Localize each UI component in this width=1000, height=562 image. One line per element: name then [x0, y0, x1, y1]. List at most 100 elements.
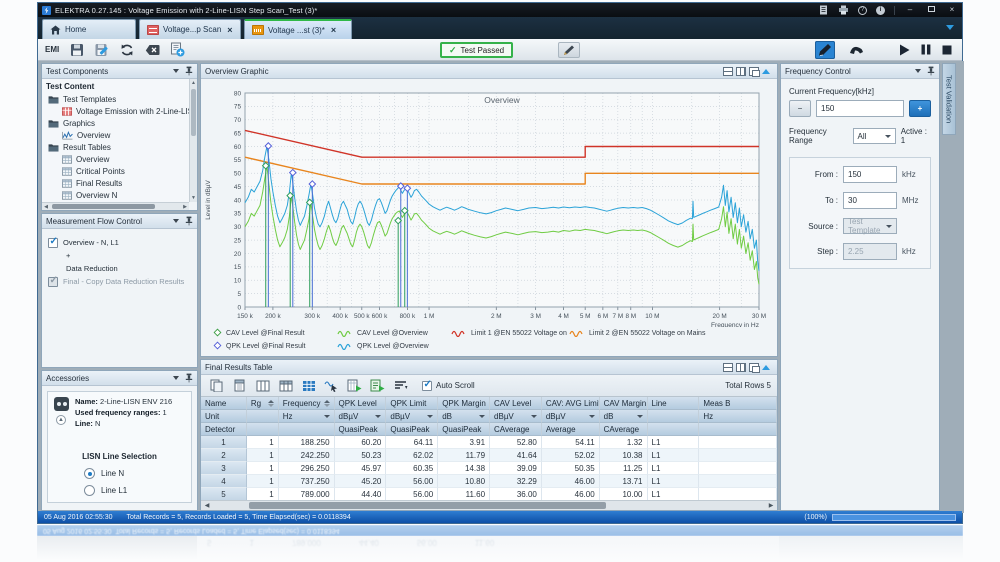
chevron-down-icon[interactable]: [588, 414, 595, 418]
frequency-increment-button[interactable]: +: [909, 100, 931, 117]
legend-item-limit-2-en-55022-voltage-on-mains[interactable]: Limit 2 @EN 55022 Voltage on Mains: [569, 328, 777, 339]
pause-button[interactable]: [918, 43, 933, 57]
chevron-down-icon[interactable]: [479, 414, 486, 418]
collapse-panel-icon[interactable]: [762, 68, 770, 74]
test-components-header[interactable]: Test Components: [42, 64, 197, 79]
pin-icon[interactable]: [927, 66, 935, 76]
column-header-qpk-margin[interactable]: QPK Margin: [438, 397, 491, 410]
chevron-down-icon[interactable]: [323, 414, 330, 418]
chevron-down-icon[interactable]: [173, 69, 179, 73]
column-header-rg[interactable]: Rg: [246, 397, 279, 410]
sort-button[interactable]: [391, 377, 410, 394]
tree-item-test-templates[interactable]: Test Templates: [42, 93, 189, 105]
split-vertical-icon[interactable]: [736, 362, 746, 372]
tree-item-overview[interactable]: Overview: [42, 129, 189, 141]
unit-cell-cav-level[interactable]: dBµV: [490, 410, 542, 423]
info-icon[interactable]: i: [876, 5, 885, 15]
close-tab-icon[interactable]: ×: [330, 25, 337, 35]
column-header-qpk-level[interactable]: QPK Level: [334, 397, 387, 410]
stop-button[interactable]: [939, 43, 954, 57]
column-header-cav-level[interactable]: CAV Level: [490, 397, 542, 410]
tab-scan-template[interactable]: Voltage...p Scan ×: [139, 19, 241, 39]
legend-item-cav-level-overview[interactable]: CAV Level @Overview: [337, 328, 451, 339]
play-button[interactable]: [897, 43, 912, 57]
table-view-button[interactable]: [299, 377, 318, 394]
unit-cell-qpk-limit[interactable]: dBµV: [386, 410, 439, 423]
pin-icon[interactable]: [185, 216, 193, 226]
overview-graphic-header[interactable]: Overview Graphic: [201, 64, 777, 79]
radio-line-l1[interactable]: Line L1: [84, 485, 127, 496]
flow-item-overview-n-l1[interactable]: Overview - N, L1: [48, 236, 193, 249]
export-table-button[interactable]: [345, 377, 364, 394]
checkbox-icon[interactable]: [48, 236, 58, 248]
tree-item-critical-points[interactable]: Critical Points: [42, 165, 189, 177]
frequency-control-header[interactable]: Frequency Control: [781, 64, 939, 79]
table-row[interactable]: 5 1 789.000 44.40 56.00 11.60 36.00 46.00 10.00 L…: [201, 488, 777, 501]
scrollbar-thumb[interactable]: [249, 502, 607, 509]
maximize-button[interactable]: [925, 5, 937, 15]
table-horizontal-scrollbar[interactable]: ◀ ▶: [201, 500, 777, 510]
copy-button[interactable]: [207, 377, 226, 394]
add-component-button[interactable]: [167, 41, 187, 59]
frequency-range-select[interactable]: All: [852, 128, 896, 144]
column-settings-button[interactable]: [276, 377, 295, 394]
tree-item-overview[interactable]: Overview: [42, 153, 189, 165]
radio-line-n[interactable]: Line N: [84, 468, 124, 479]
chevron-down-icon[interactable]: [636, 414, 643, 418]
unit-cell-cav-margin[interactable]: dB: [599, 410, 648, 423]
table-row[interactable]: 2 1 242.250 50.23 62.02 11.79 41.64 52.02 10.38 L…: [201, 449, 777, 462]
float-window-icon[interactable]: [749, 66, 760, 77]
chevron-down-icon[interactable]: [915, 69, 921, 73]
table-row[interactable]: 3 1 296.250 45.97 60.35 14.38 39.09 50.35 11.25 L…: [201, 462, 777, 475]
help-icon[interactable]: ?: [858, 5, 867, 15]
flow-item-final-copy-data-reduction-results[interactable]: Final - Copy Data Reduction Results: [48, 275, 193, 288]
column-header-meas-b[interactable]: Meas B: [699, 397, 777, 410]
current-frequency-input[interactable]: [816, 100, 904, 117]
table-row[interactable]: 4 1 737.250 45.20 56.00 10.80 32.29 46.00 13.71 L…: [201, 475, 777, 488]
collapse-panel-icon[interactable]: [762, 364, 770, 370]
unit-cell-cav-avg-limit[interactable]: dBµV: [541, 410, 600, 423]
column-header-qpk-limit[interactable]: QPK Limit: [386, 397, 439, 410]
close-button[interactable]: ×: [949, 5, 955, 14]
collapse-icon[interactable]: ▲: [56, 415, 66, 425]
chevron-down-icon[interactable]: [530, 414, 537, 418]
split-horizontal-icon[interactable]: [723, 66, 733, 76]
from-input[interactable]: [843, 166, 897, 183]
legend-item-limit-1-en-55022-voltage-on-mains[interactable]: Limit 1 @EN 55022 Voltage on Mains: [451, 328, 569, 339]
legend-item-qpk-level-final-result[interactable]: QPK Level @Final Result: [213, 341, 337, 352]
table-row[interactable]: 1 1 188.250 60.20 64.11 3.91 52.80 54.11 1.32 L1: [201, 436, 777, 449]
save-button[interactable]: [67, 41, 87, 59]
auto-scroll-toggle[interactable]: Auto Scroll: [422, 379, 475, 391]
chevron-down-icon[interactable]: [173, 219, 179, 223]
frequency-decrement-button[interactable]: −: [789, 100, 811, 117]
interactive-measurement-button[interactable]: [815, 40, 835, 59]
clamp-tool-button[interactable]: [846, 41, 866, 59]
column-header-frequency[interactable]: Frequency: [278, 397, 335, 410]
legend-item-cav-level-final-result[interactable]: CAV Level @Final Result: [213, 328, 337, 339]
export-report-button[interactable]: [368, 377, 387, 394]
checkbox-icon[interactable]: [48, 275, 58, 287]
source-select[interactable]: Test Template: [843, 217, 897, 235]
unit-cell-qpk-margin[interactable]: dB: [438, 410, 491, 423]
unit-cell-qpk-level[interactable]: dBµV: [334, 410, 387, 423]
copy-all-button[interactable]: [230, 377, 249, 394]
measurement-flow-header[interactable]: Measurement Flow Control: [42, 214, 197, 229]
refresh-button[interactable]: [117, 41, 137, 59]
float-window-icon[interactable]: [749, 362, 760, 373]
tree-item-result-tables[interactable]: Result Tables: [42, 141, 189, 153]
accessories-header[interactable]: Accessories: [42, 371, 197, 386]
pin-icon[interactable]: [185, 66, 193, 76]
column-header-cav-margin[interactable]: CAV Margin: [599, 397, 648, 410]
chevron-down-icon[interactable]: [427, 414, 434, 418]
tree-item-final-results[interactable]: Final Results: [42, 177, 189, 189]
split-vertical-icon[interactable]: [736, 66, 746, 76]
tree-item-voltage-emission-with-2-line-lisn-st[interactable]: Voltage Emission with 2-Line-LISN St: [42, 105, 189, 117]
tree-item-graphics[interactable]: Graphics: [42, 117, 189, 129]
sort-arrows-icon[interactable]: [321, 399, 330, 407]
radio-icon[interactable]: [84, 468, 95, 479]
scrollbar-thumb[interactable]: [52, 204, 155, 209]
minimize-button[interactable]: –: [907, 5, 913, 14]
pin-icon[interactable]: [185, 373, 193, 383]
checkbox-icon[interactable]: [422, 379, 432, 391]
print-icon[interactable]: [838, 5, 849, 16]
